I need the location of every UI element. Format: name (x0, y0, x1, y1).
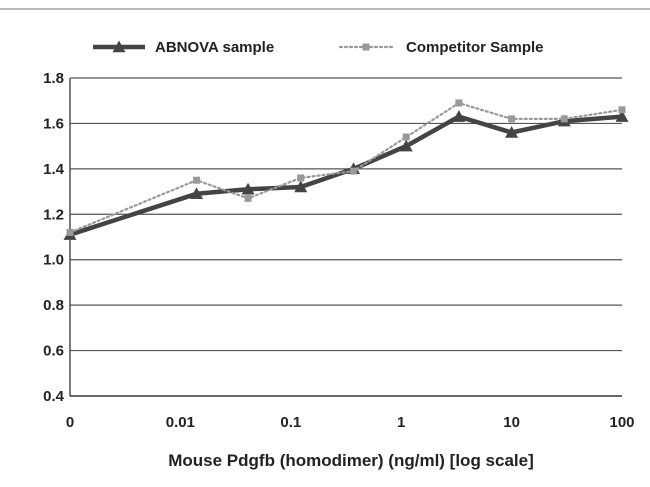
competitor-data-point (455, 99, 463, 107)
legend-competitor-marker (362, 43, 370, 51)
x-axis-title: Mouse Pdgfb (homodimer) (ng/ml) [log sca… (168, 451, 534, 470)
x-tick-label: 0 (66, 414, 74, 431)
legend-abnova-marker (112, 40, 126, 53)
abnova-data-point (505, 126, 519, 138)
competitor-data-point (560, 115, 568, 123)
competitor-data-point (66, 228, 74, 236)
x-tick-label: 1 (397, 414, 405, 431)
y-tick-label: 0.4 (43, 388, 65, 405)
competitor-data-point (402, 133, 410, 141)
abnova-data-point (452, 110, 466, 122)
legend-competitor-label: Competitor Sample (406, 39, 544, 56)
competitor-data-point (193, 176, 201, 184)
series-layer (63, 99, 629, 240)
y-tick-label: 1.4 (43, 161, 65, 178)
x-tick-label: 0.01 (166, 414, 195, 431)
x-axis-ticks: 0 0.01 0.1 1 10 100 (66, 414, 635, 431)
y-tick-label: 1.6 (43, 115, 64, 132)
top-rule (0, 8, 650, 10)
legend-abnova-label: ABNOVA sample (155, 39, 274, 56)
abnova-series-line (69, 114, 623, 237)
abnova-data-point (399, 139, 413, 152)
y-tick-label: 0.8 (43, 297, 64, 314)
competitor-data-point (297, 174, 305, 182)
y-tick-label: 1.0 (43, 252, 64, 269)
x-tick-label: 0.1 (280, 414, 301, 431)
competitor-series-line (68, 101, 624, 234)
y-axis-ticks: 0.4 0.6 0.8 1.0 1.2 1.4 1.6 1.8 (43, 70, 65, 405)
abnova-data-point (294, 180, 308, 193)
abnova-data-point (190, 187, 204, 200)
y-tick-label: 0.6 (43, 343, 64, 360)
competitor-data-point (350, 167, 358, 175)
x-tick-label: 100 (609, 414, 634, 431)
abnova-data-point (241, 182, 255, 195)
y-tick-label: 1.2 (43, 206, 64, 223)
competitor-data-point (508, 115, 516, 123)
abnova-data-point (615, 110, 629, 122)
x-tick-label: 10 (503, 414, 520, 431)
competitor-data-point (244, 194, 252, 202)
competitor-data-point (618, 106, 626, 114)
legend: ABNOVA sample Competitor Sample (93, 39, 544, 56)
y-tick-label: 1.8 (43, 70, 64, 87)
